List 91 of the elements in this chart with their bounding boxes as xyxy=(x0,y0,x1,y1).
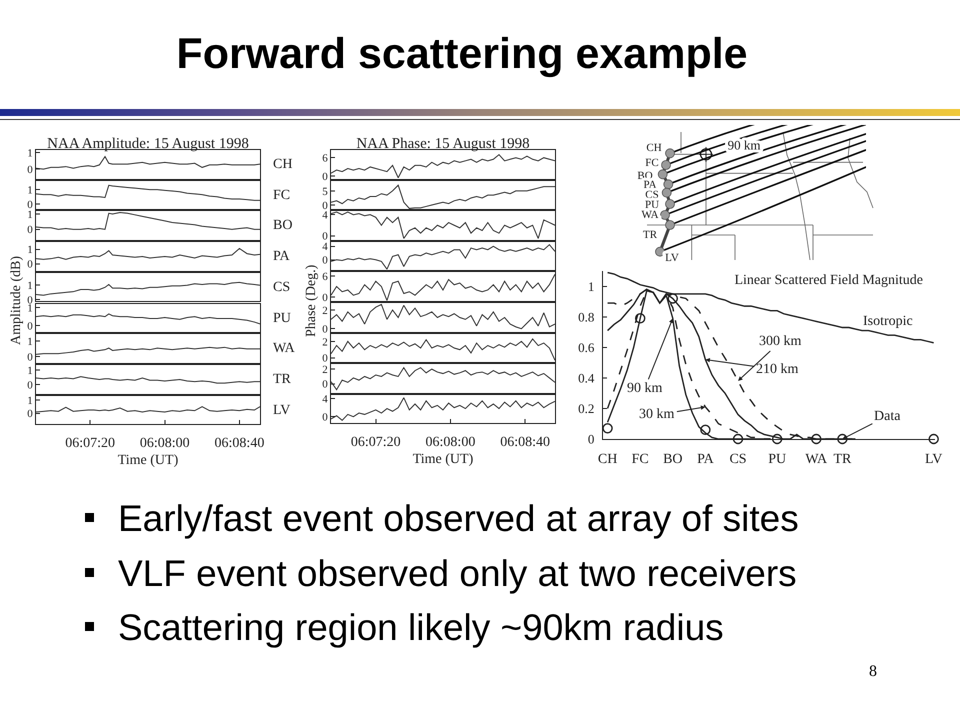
y-tick-label: 0 xyxy=(27,224,34,236)
x-axis-title: Time (UT) xyxy=(412,452,474,468)
y-tick-label: 4 xyxy=(322,210,328,222)
y-tick-label: 0 xyxy=(322,352,328,365)
y-tick-label: 5 xyxy=(322,186,328,198)
y-tick-label: 0 xyxy=(27,198,34,211)
series-label: BO xyxy=(273,218,292,233)
x-tick-label: CH xyxy=(598,452,618,467)
annotation: Isotropic xyxy=(863,314,913,329)
y-tick-label: 1 xyxy=(588,278,594,294)
text: Forward scattering example xyxy=(176,29,748,79)
y-tick-label: 0 xyxy=(322,324,328,336)
x-tick-label: 06:08:00 xyxy=(426,434,476,450)
x-tick-label: 06:08:40 xyxy=(214,436,264,451)
text: VLF event observed only at two receivers xyxy=(118,552,797,596)
series-label: WA xyxy=(273,341,296,356)
x-tick-label: WA xyxy=(805,452,828,467)
chart-title: NAA Amplitude: 15 August 1998 xyxy=(47,136,249,152)
y-tick-label: 1 xyxy=(27,147,33,160)
y-tick-label: 1 xyxy=(27,244,33,256)
y-tick-label: 2 xyxy=(322,304,328,317)
annotation: 90 km xyxy=(627,381,662,396)
annotation: 30 km xyxy=(639,407,674,422)
series-label: PU xyxy=(273,311,291,326)
text: FC xyxy=(645,157,659,169)
y-tick-label: 1 xyxy=(27,336,33,348)
x-tick-label: PU xyxy=(768,452,786,467)
text: CS xyxy=(645,189,659,201)
y-tick-label: 0 xyxy=(322,171,328,184)
text: CH xyxy=(646,142,662,154)
y-axis-title: Amplitude (dB) xyxy=(9,256,24,345)
text: WA xyxy=(641,209,659,221)
x-tick-label: 06:07:20 xyxy=(65,436,115,451)
y-tick-label: 0 xyxy=(322,200,328,212)
annotation: 300 km xyxy=(759,334,802,349)
x-tick-label: FC xyxy=(632,452,649,467)
chart-title: NAA Phase: 15 August 1998 xyxy=(356,136,530,152)
y-tick-label: 4 xyxy=(322,241,328,254)
y-tick-label: 1 xyxy=(27,302,33,314)
y-tick-label: 6 xyxy=(322,270,328,283)
y-tick-label: 0 xyxy=(27,379,34,392)
x-tick-label: BO xyxy=(663,452,683,467)
chart-title: Linear Scattered Field Magnitude xyxy=(734,272,923,288)
y-tick-label: 1 xyxy=(27,208,33,221)
y-tick-label: 1 xyxy=(27,184,33,196)
y-tick-label: 0 xyxy=(27,164,34,176)
y-tick-label: 1 xyxy=(27,364,33,377)
y-tick-label: 0 xyxy=(27,352,34,364)
text: 8 xyxy=(869,662,877,682)
x-tick-label: 06:07:20 xyxy=(350,434,401,450)
series-label: LV xyxy=(273,403,290,418)
y-tick-label: 0 xyxy=(588,432,594,447)
y-tick-label: 0 xyxy=(322,254,328,267)
x-tick-label: PA xyxy=(697,452,715,467)
series-label: PA xyxy=(273,249,290,264)
y-tick-label: 1 xyxy=(27,394,33,407)
text: PU xyxy=(644,199,660,211)
text: PA xyxy=(643,179,657,191)
series-label: FC xyxy=(273,188,290,203)
text: LV xyxy=(665,252,679,264)
y-tick-label: 0.6 xyxy=(578,340,595,355)
y-tick-label: 0.4 xyxy=(578,370,595,386)
text: Early/fast event observed at array of sites xyxy=(118,497,799,541)
x-axis-title: Time (UT) xyxy=(118,453,179,468)
annotation: 210 km xyxy=(756,362,798,377)
y-tick-label: 0 xyxy=(322,292,328,304)
annotation: Data xyxy=(874,409,902,424)
y-tick-label: 2 xyxy=(322,336,328,348)
x-tick-label: CS xyxy=(729,452,747,467)
x-tick-label: 06:08:00 xyxy=(140,436,190,451)
y-tick-label: 0 xyxy=(322,230,328,243)
series-label: CS xyxy=(273,280,290,295)
y-tick-label: 2 xyxy=(322,364,328,376)
y-tick-label: 0.8 xyxy=(578,309,594,324)
y-tick-label: 0 xyxy=(27,258,34,271)
y-tick-label: 0 xyxy=(27,320,34,333)
y-tick-label: 6 xyxy=(322,152,328,165)
y-tick-label: 0.2 xyxy=(578,401,594,416)
y-tick-label: 0 xyxy=(27,408,34,420)
y-tick-label: 0 xyxy=(322,378,328,391)
series-label: CH xyxy=(273,157,292,172)
series-label: TR xyxy=(273,372,292,387)
y-tick-label: 1 xyxy=(27,280,33,292)
x-tick-label: 06:08:40 xyxy=(500,434,550,450)
text: Scattering region likely ~90km radius xyxy=(118,606,724,650)
x-tick-label: TR xyxy=(833,452,852,467)
y-tick-label: 4 xyxy=(322,393,328,406)
y-axis-title: Phase (Deg.) xyxy=(304,264,319,337)
y-tick-label: 0 xyxy=(322,412,328,424)
x-tick-label: LV xyxy=(925,452,942,467)
text: TR xyxy=(642,229,658,241)
